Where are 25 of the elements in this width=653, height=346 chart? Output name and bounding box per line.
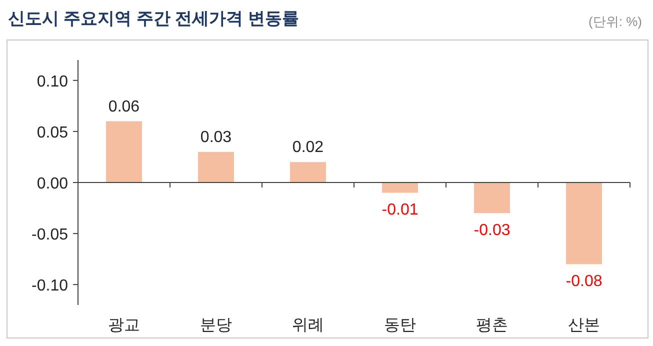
bar: [290, 162, 326, 182]
bar: [106, 121, 142, 182]
y-tick-label: -0.05: [32, 226, 68, 244]
x-tick-label: 평촌: [476, 317, 508, 334]
x-tick-label: 동탄: [384, 317, 416, 334]
data-label: 0.02: [292, 139, 324, 156]
chart-title: 신도시 주요지역 주간 전세가격 변동률: [8, 9, 299, 28]
x-tick-label: 분당: [200, 317, 232, 334]
bar: [382, 182, 418, 193]
y-tick-label: 0.00: [36, 176, 68, 192]
bar: [566, 182, 602, 264]
data-label: -0.03: [474, 222, 510, 240]
data-label: 0.06: [108, 98, 140, 116]
y-tick-label: -0.10: [32, 278, 68, 295]
bar: [474, 182, 510, 214]
x-tick-label: 산본: [568, 317, 600, 334]
x-tick-label: 위례: [292, 317, 324, 334]
data-label: 0.03: [200, 128, 232, 146]
bar: [198, 152, 234, 182]
data-label: -0.08: [566, 273, 602, 290]
text: (단위: %): [588, 14, 642, 29]
y-tick-label: 0.05: [36, 124, 68, 142]
x-tick-label: 광교: [108, 317, 140, 334]
data-label: -0.01: [382, 202, 418, 219]
y-tick-label: 0.10: [36, 73, 68, 90]
